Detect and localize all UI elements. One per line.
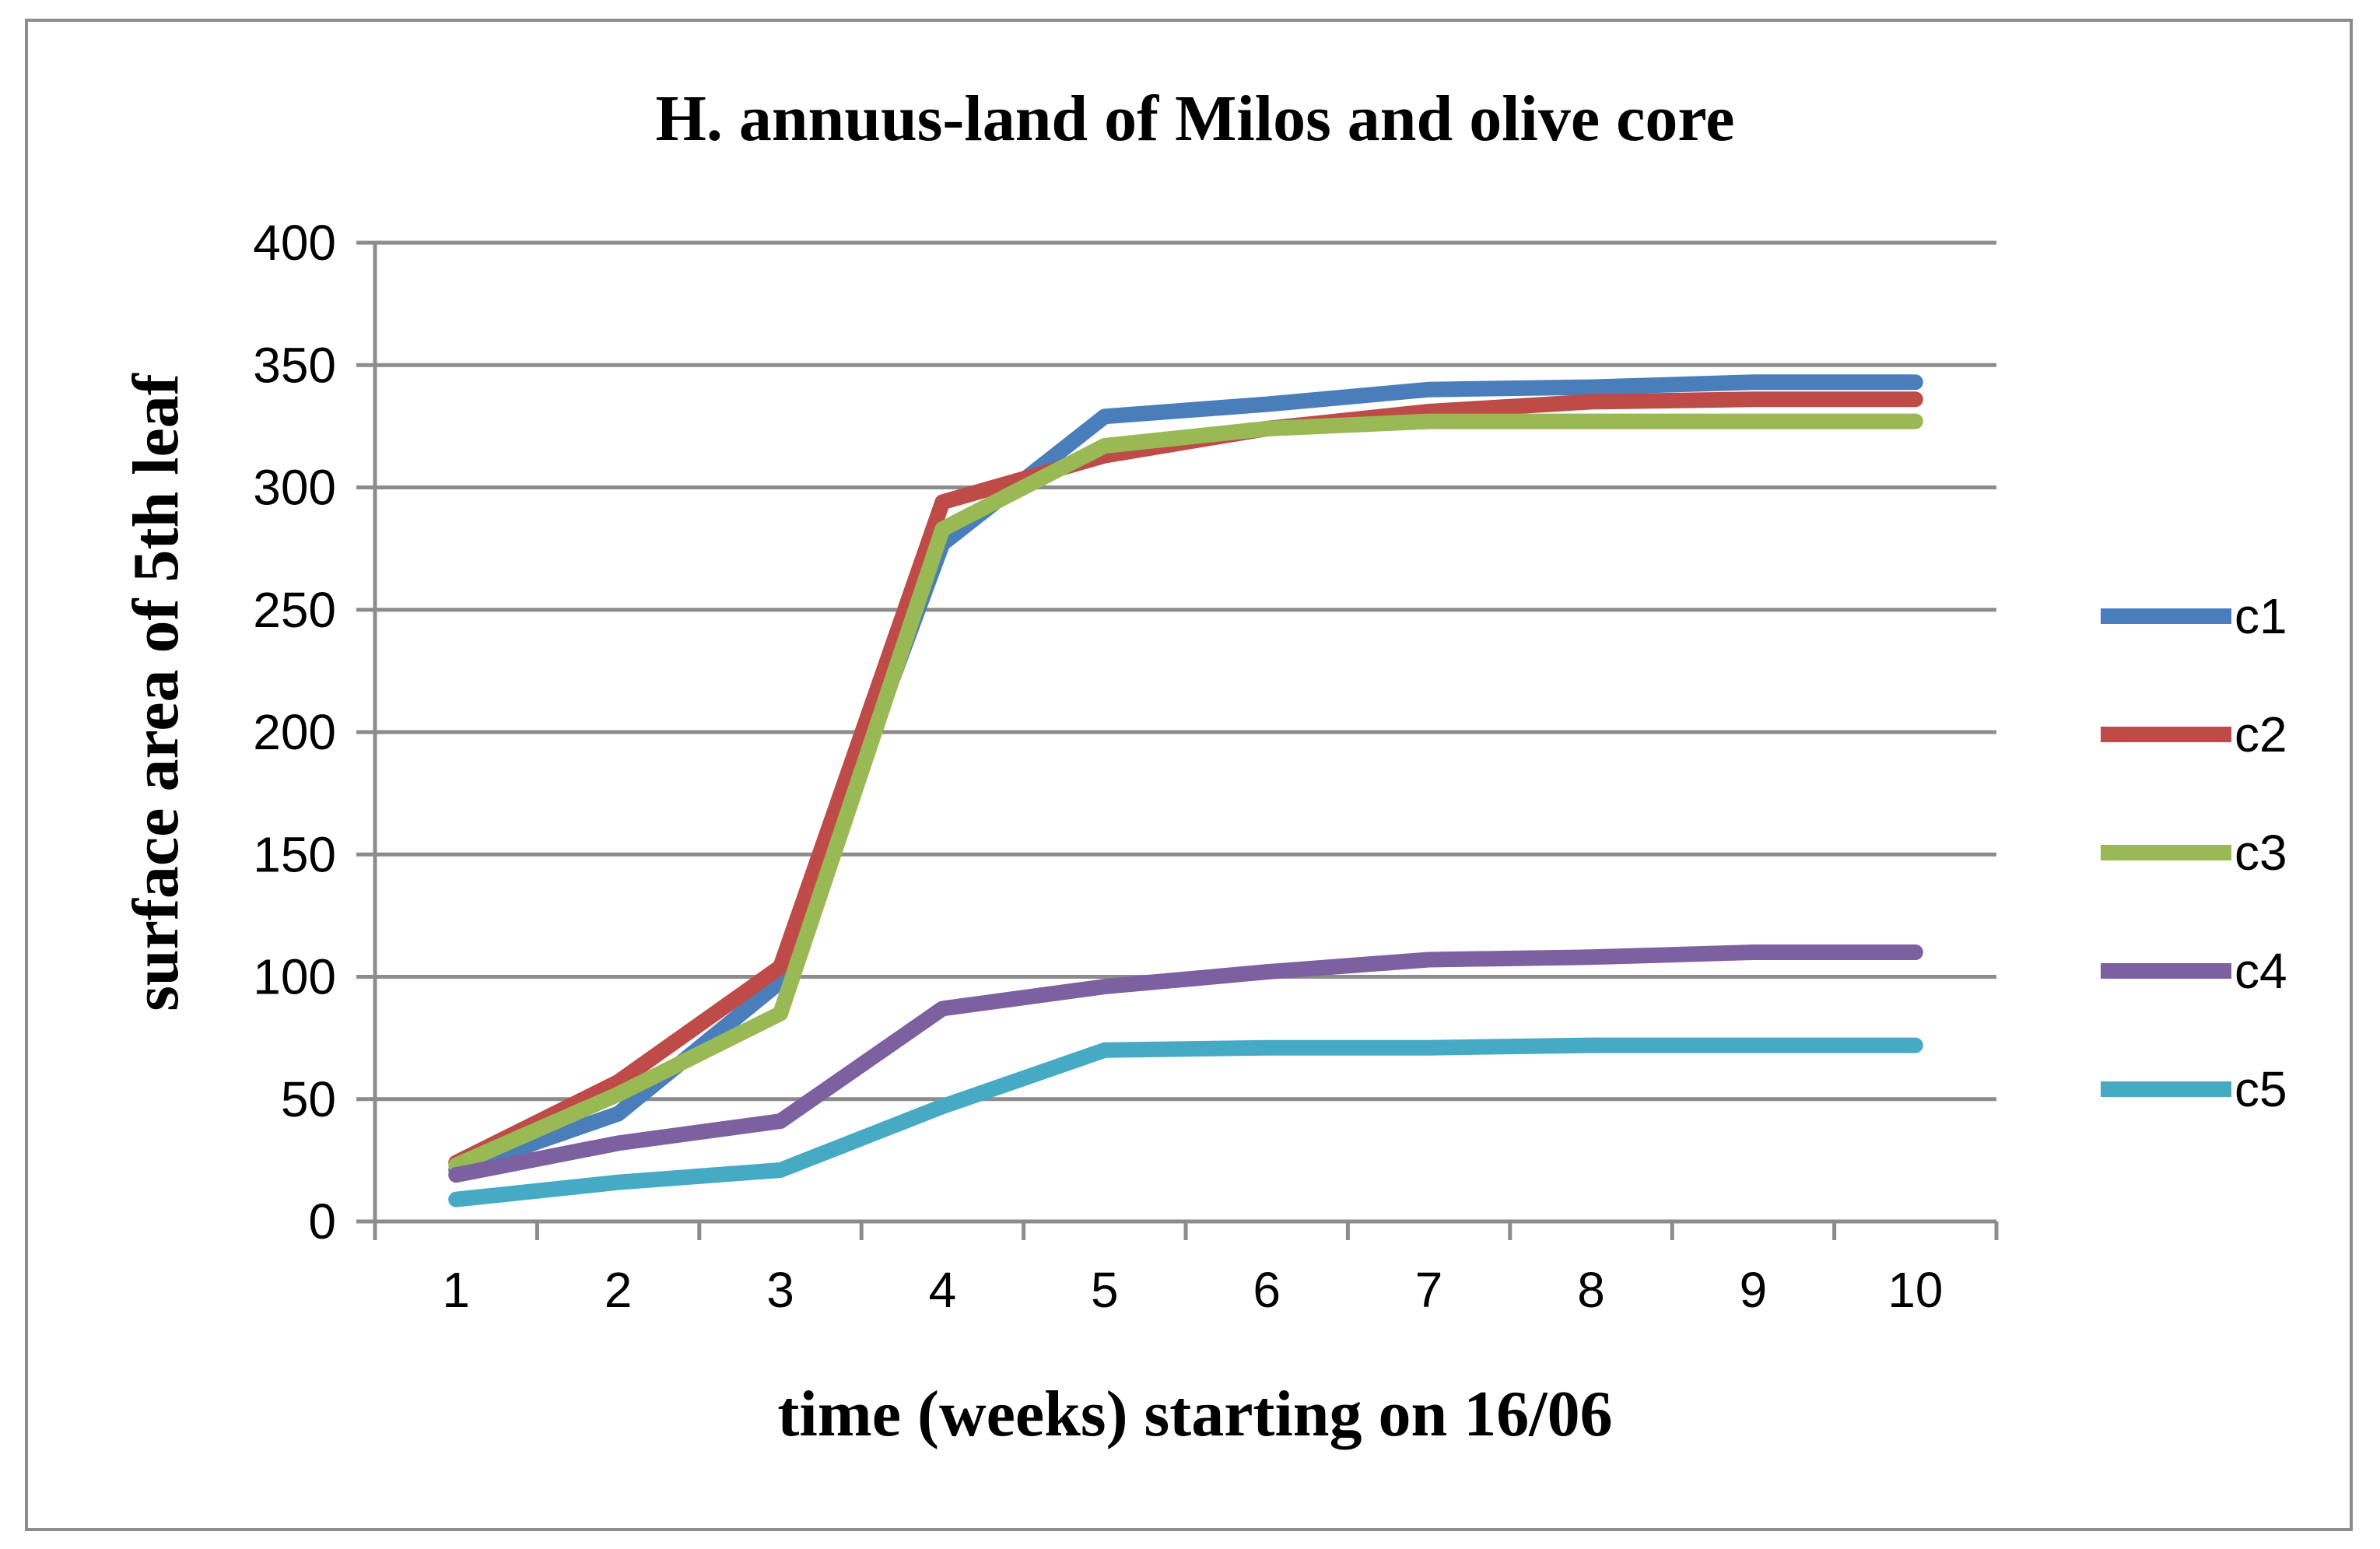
x-axis-ticks: 1 2 3 4 5 6 7 8 9 10 (373, 1221, 1999, 1318)
y-tick-label: 300 (253, 460, 336, 516)
x-tick-label: 3 (766, 1262, 794, 1318)
x-tick-label: 10 (1888, 1262, 1943, 1318)
y-axis-ticks: 0 50 100 150 200 250 300 350 400 (253, 215, 375, 1249)
legend: c1 c2 c3 c4 c5 (2101, 588, 2287, 1117)
legend-label: c3 (2235, 825, 2287, 881)
x-tick-label: 8 (1577, 1262, 1605, 1318)
legend-label: c1 (2235, 588, 2287, 644)
legend-entry-c2: c2 (2101, 706, 2287, 762)
x-tick-label: 1 (442, 1262, 470, 1318)
y-tick-label: 200 (253, 704, 336, 760)
legend-entry-c1: c1 (2101, 588, 2287, 644)
x-tick-label: 5 (1091, 1262, 1119, 1318)
gridlines (375, 240, 1996, 1102)
y-tick-label: 0 (308, 1193, 336, 1249)
x-axis-label: time (weeks) starting on 16/06 (777, 1378, 1612, 1450)
x-tick-label: 7 (1415, 1262, 1443, 1318)
series-line-c4 (448, 944, 1923, 1183)
legend-label: c5 (2235, 1061, 2287, 1117)
series-lines (448, 374, 1923, 1207)
x-tick-label: 9 (1740, 1262, 1768, 1318)
chart-frame (25, 19, 2353, 1531)
y-tick-label: 150 (253, 826, 336, 882)
y-tick-label: 400 (253, 215, 336, 271)
x-tick-label: 2 (605, 1262, 633, 1318)
x-tick-label: 4 (929, 1262, 957, 1318)
x-tick-label: 6 (1253, 1262, 1281, 1318)
series-line-c5 (448, 1037, 1923, 1207)
legend-entry-c4: c4 (2101, 943, 2287, 999)
y-tick-label: 50 (281, 1071, 336, 1127)
y-tick-label: 250 (253, 582, 336, 638)
legend-entry-c3: c3 (2101, 825, 2287, 881)
y-tick-label: 350 (253, 337, 336, 393)
legend-label: c4 (2235, 943, 2287, 999)
legend-entry-c5: c5 (2101, 1061, 2287, 1117)
y-tick-label: 100 (253, 949, 336, 1005)
chart-title: H. annuus-land of Milos and olive core (656, 82, 1735, 155)
series-line-c3 (448, 413, 1923, 1173)
legend-label: c2 (2235, 706, 2287, 762)
y-axis-label: surface area of 5th leaf (120, 373, 192, 1011)
